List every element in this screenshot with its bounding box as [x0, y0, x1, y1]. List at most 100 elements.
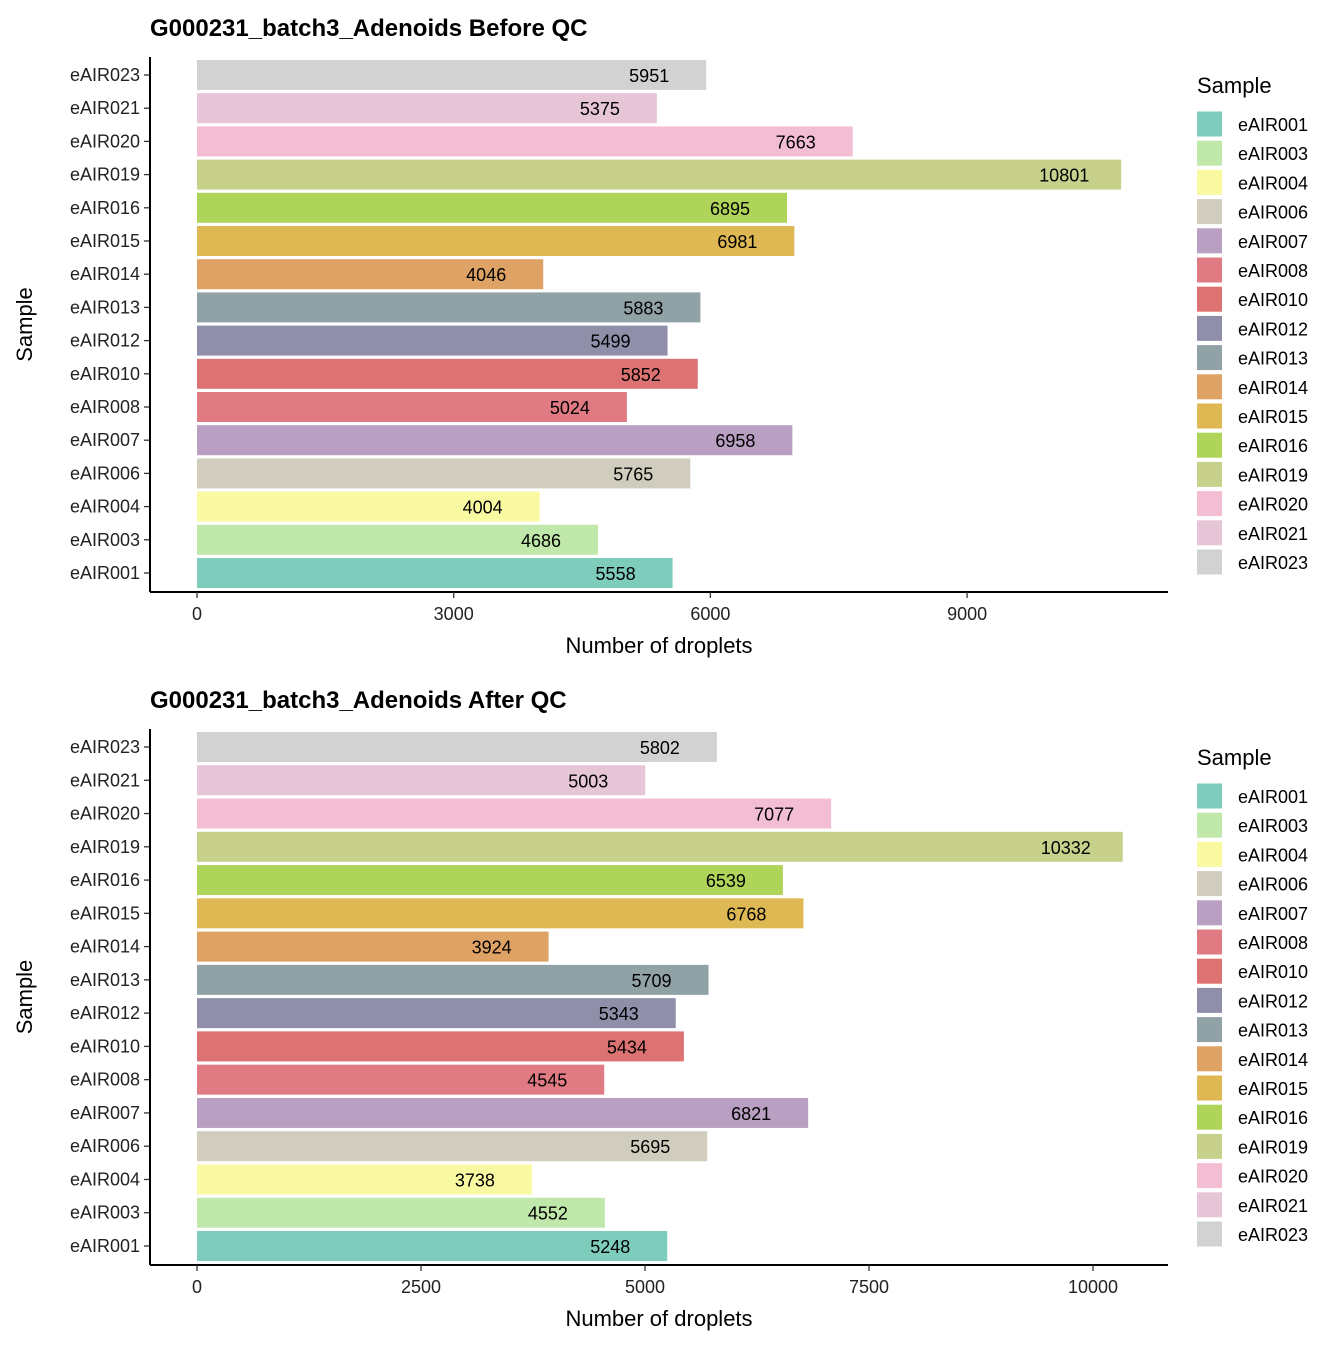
x-tick-label: 3000	[434, 604, 474, 624]
data-label-eAIR012: 5499	[591, 332, 631, 352]
legend-label-eAIR007: eAIR007	[1238, 904, 1308, 924]
data-label-eAIR019: 10801	[1039, 166, 1089, 186]
legend-label-eAIR008: eAIR008	[1238, 261, 1308, 281]
legend-swatch-eAIR015	[1197, 403, 1222, 429]
y-tick-label: eAIR015	[70, 903, 140, 923]
legend-swatch-eAIR004	[1197, 169, 1222, 195]
data-label-eAIR010: 5852	[621, 365, 661, 385]
legend-swatch-eAIR004	[1197, 841, 1222, 867]
x-axis-title: Number of droplets	[565, 1306, 752, 1331]
legend-swatch-eAIR006	[1197, 871, 1222, 897]
data-label-eAIR021: 5375	[580, 99, 620, 119]
y-axis-title: Sample	[12, 287, 37, 362]
legend-label-eAIR021: eAIR021	[1238, 524, 1308, 544]
bar-eAIR007	[197, 1097, 809, 1128]
y-tick-label: eAIR003	[70, 530, 140, 550]
bar-eAIR021	[197, 93, 657, 124]
legend: Sample eAIR001 eAIR003 eAIR004 eAIR006 eAIR00…	[1197, 745, 1308, 1247]
bar-eAIR007	[197, 425, 793, 456]
legend-swatch-eAIR016	[1197, 1104, 1222, 1130]
y-axis-title: Sample	[12, 960, 37, 1035]
bar-eAIR015	[197, 226, 795, 256]
legend: Sample eAIR001 eAIR003 eAIR004 eAIR006 eAIR00…	[1197, 73, 1308, 575]
bar-eAIR001	[197, 1231, 668, 1261]
data-label-eAIR020: 7663	[776, 132, 816, 152]
legend-label-eAIR019: eAIR019	[1238, 1137, 1308, 1157]
y-tick-label: eAIR023	[70, 737, 140, 757]
y-tick-label: eAIR016	[70, 198, 140, 218]
y-tick-label: eAIR020	[70, 804, 140, 824]
y-tick-label: eAIR001	[70, 1236, 140, 1256]
bar-eAIR020	[197, 798, 832, 829]
data-label-eAIR014: 3924	[472, 938, 512, 958]
legend-swatch-eAIR021	[1197, 1192, 1222, 1218]
data-label-eAIR001: 5248	[590, 1237, 630, 1257]
data-label-eAIR013: 5709	[632, 971, 672, 991]
bar-eAIR003	[197, 524, 598, 555]
data-label-eAIR019: 10332	[1041, 838, 1091, 858]
legend-swatch-eAIR010	[1197, 958, 1222, 984]
legend-swatch-eAIR012	[1197, 987, 1222, 1013]
y-tick-label: eAIR019	[70, 165, 140, 185]
legend-label-eAIR012: eAIR012	[1238, 319, 1308, 339]
legend-label-eAIR007: eAIR007	[1238, 232, 1308, 252]
y-tick-label: eAIR004	[70, 497, 140, 517]
data-label-eAIR007: 6821	[731, 1104, 771, 1124]
bar-eAIR003	[197, 1197, 605, 1228]
legend-label-eAIR001: eAIR001	[1238, 787, 1308, 807]
legend-swatch-eAIR003	[1197, 812, 1222, 838]
legend-label-eAIR013: eAIR013	[1238, 349, 1308, 369]
data-label-eAIR021: 5003	[568, 771, 608, 791]
bar-eAIR001	[197, 558, 673, 588]
legend-swatch-eAIR006	[1197, 199, 1222, 225]
legend-swatch-eAIR010	[1197, 286, 1222, 312]
legend-label-eAIR020: eAIR020	[1238, 1167, 1308, 1187]
y-tick-label: eAIR010	[70, 1036, 140, 1056]
legend-swatch-eAIR001	[1197, 111, 1222, 137]
data-label-eAIR013: 5883	[623, 298, 663, 318]
y-tick-label: eAIR001	[70, 563, 140, 583]
chart-panel-2: G000231_batch3_Adenoids After QC 5248 eAIR…	[12, 687, 1308, 1331]
y-tick-label: eAIR003	[70, 1203, 140, 1223]
legend-swatch-eAIR021	[1197, 520, 1222, 546]
legend-label-eAIR012: eAIR012	[1238, 991, 1308, 1011]
legend-label-eAIR004: eAIR004	[1238, 173, 1308, 193]
bar-eAIR012	[197, 998, 676, 1029]
y-tick-label: eAIR020	[70, 131, 140, 151]
bar-eAIR023	[197, 732, 717, 762]
data-label-eAIR015: 6768	[726, 904, 766, 924]
y-tick-label: eAIR006	[70, 1136, 140, 1156]
legend-label-eAIR014: eAIR014	[1238, 378, 1308, 398]
legend-label-eAIR019: eAIR019	[1238, 465, 1308, 485]
y-tick-label: eAIR014	[70, 264, 140, 284]
legend-swatch-eAIR008	[1197, 929, 1222, 955]
x-tick-label: 2500	[401, 1277, 441, 1297]
bar-eAIR004	[197, 1164, 532, 1195]
legend-label-eAIR021: eAIR021	[1238, 1196, 1308, 1216]
data-label-eAIR016: 6539	[706, 871, 746, 891]
x-tick-label: 0	[192, 1277, 202, 1297]
y-tick-label: eAIR021	[70, 98, 140, 118]
chart-title: G000231_batch3_Adenoids Before QC	[150, 15, 588, 42]
legend-label-eAIR016: eAIR016	[1238, 436, 1308, 456]
data-label-eAIR020: 7077	[754, 805, 794, 825]
legend-swatch-eAIR001	[1197, 783, 1222, 809]
data-label-eAIR007: 6958	[715, 431, 755, 451]
x-tick-label: 5000	[625, 1277, 665, 1297]
legend-swatch-eAIR019	[1197, 461, 1222, 487]
legend-label-eAIR003: eAIR003	[1238, 144, 1308, 164]
y-tick-label: eAIR021	[70, 770, 140, 790]
legend-label-eAIR020: eAIR020	[1238, 495, 1308, 515]
y-tick-label: eAIR023	[70, 65, 140, 85]
legend-label-eAIR014: eAIR014	[1238, 1050, 1308, 1070]
data-label-eAIR023: 5951	[629, 66, 669, 86]
y-tick-label: eAIR004	[70, 1169, 140, 1189]
bar-eAIR006	[197, 1131, 708, 1162]
data-label-eAIR003: 4686	[521, 531, 561, 551]
bar-eAIR008	[197, 392, 627, 422]
data-label-eAIR012: 5343	[599, 1004, 639, 1024]
bar-eAIR010	[197, 358, 698, 389]
legend-swatch-eAIR020	[1197, 491, 1222, 517]
x-tick-label: 0	[192, 604, 202, 624]
y-tick-label: eAIR012	[70, 1003, 140, 1023]
